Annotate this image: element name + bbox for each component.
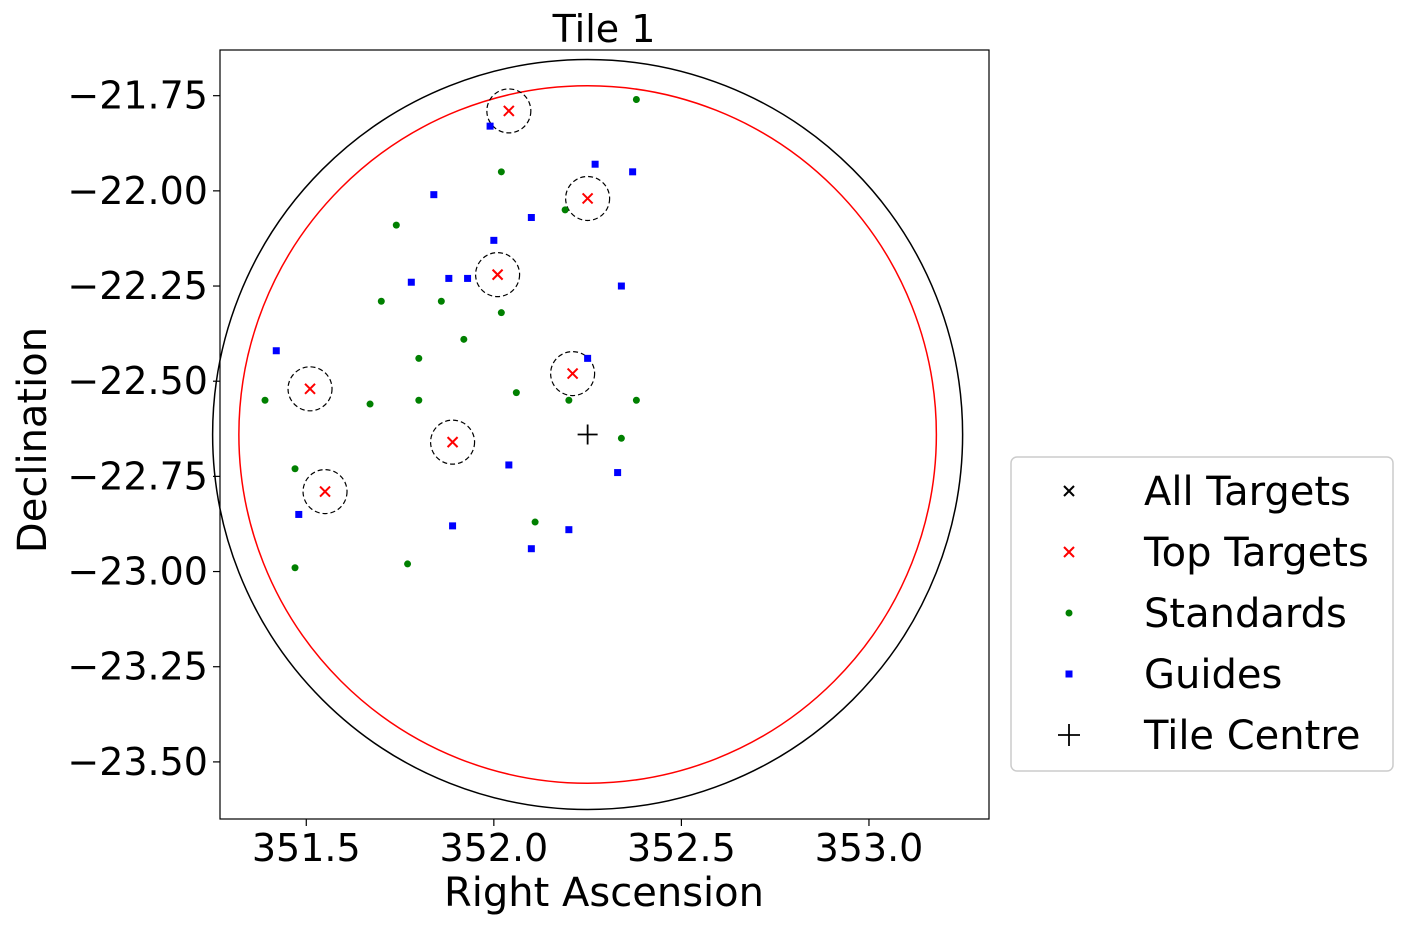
legend-marker-4 (1058, 724, 1080, 746)
y-tick-label-1: −22.00 (67, 169, 208, 213)
legend-marker-1 (1063, 546, 1075, 558)
point-guides-2 (629, 168, 637, 176)
legend-item-tile-centre: Tile Centre (1058, 713, 1361, 759)
legend-marker-0 (1063, 485, 1075, 497)
legend-label-2: Standards (1144, 591, 1347, 637)
point-top-targets-1 (581, 192, 594, 205)
x-tick-label-3: 353.0 (815, 826, 924, 870)
plot-area (211, 58, 964, 811)
point-standards-18 (291, 564, 299, 572)
y-tick-label-0: −21.75 (67, 74, 208, 118)
point-guides-13 (614, 469, 622, 477)
point-standards-0 (632, 95, 640, 103)
point-standards-15 (617, 434, 625, 442)
legend-label-3: Guides (1144, 652, 1282, 698)
point-top-targets-4 (566, 367, 579, 380)
point-tile-centre-0 (577, 424, 598, 445)
plot-frame (219, 49, 990, 820)
point-standards-13 (565, 396, 573, 404)
y-tick-label-6: −23.25 (67, 645, 208, 689)
y-tick-label-4: −22.75 (67, 454, 208, 498)
point-top-targets-0 (503, 105, 515, 117)
target-ring-3 (287, 366, 333, 412)
point-guides-8 (464, 274, 472, 282)
point-standards-5 (437, 297, 445, 305)
point-standards-8 (415, 354, 423, 362)
point-standards-2 (561, 206, 569, 214)
x-tick-label-1: 352.0 (439, 826, 548, 870)
x-axis-ticks: 351.5 352.0 352.5 353.0 (252, 819, 923, 870)
point-top-targets-6 (319, 485, 331, 498)
point-standards-11 (366, 400, 374, 408)
point-standards-9 (512, 389, 520, 397)
legend-box (1010, 456, 1394, 772)
y-axis-ticks: −21.75 −22.00 −22.25 −22.50 −22.75 −23.00 −23.… (67, 74, 220, 784)
target-ring-0 (486, 88, 532, 134)
point-standards-12 (415, 396, 423, 404)
legend-label-0: All Targets (1144, 469, 1351, 515)
legend-item-top-targets: Top Targets (1063, 530, 1369, 576)
point-standards-7 (460, 335, 468, 343)
fov-circle-0 (211, 58, 964, 811)
fov-circle-1 (238, 85, 938, 784)
point-guides-6 (407, 278, 415, 286)
target-ring-4 (550, 350, 596, 397)
point-standards-17 (531, 518, 539, 526)
y-tick-label-5: −23.00 (67, 550, 208, 594)
target-ring-2 (474, 252, 521, 298)
target-ring-1 (565, 175, 611, 222)
point-standards-14 (632, 396, 640, 404)
point-guides-9 (617, 282, 625, 290)
point-standards-1 (497, 168, 505, 176)
point-standards-6 (497, 309, 505, 317)
legend-label-1: Top Targets (1143, 530, 1369, 576)
legend-item-guides: Guides (1065, 652, 1282, 698)
legend-item-all-targets: All Targets (1063, 469, 1351, 515)
y-tick-label-2: −22.25 (67, 264, 208, 308)
point-standards-4 (377, 297, 385, 305)
point-guides-17 (527, 545, 535, 553)
point-guides-14 (295, 510, 303, 518)
point-guides-15 (449, 522, 457, 530)
point-guides-5 (490, 236, 498, 244)
y-tick-label-3: −22.50 (67, 359, 208, 403)
point-standards-10 (261, 396, 269, 404)
x-tick-label-2: 352.5 (627, 826, 736, 870)
y-tick-label-7: −23.50 (67, 740, 208, 784)
point-guides-0 (486, 122, 494, 130)
target-ring-6 (302, 469, 348, 515)
point-top-targets-3 (304, 383, 316, 395)
x-tick-label-0: 351.5 (252, 826, 361, 870)
point-guides-10 (272, 347, 280, 355)
y-axis-label: Declination (10, 327, 56, 553)
point-standards-3 (392, 221, 400, 229)
point-guides-12 (505, 461, 513, 469)
point-top-targets-2 (491, 268, 504, 281)
legend-marker-2 (1065, 609, 1073, 617)
legend: All Targets Top Targets Standards Guides Til… (1010, 456, 1394, 772)
chart-title: Tile 1 (552, 7, 656, 51)
target-ring-5 (429, 419, 476, 465)
point-standards-19 (404, 560, 412, 568)
point-guides-11 (584, 354, 592, 362)
point-guides-7 (445, 274, 453, 282)
point-guides-1 (591, 160, 599, 168)
legend-marker-3 (1065, 670, 1073, 678)
legend-item-standards: Standards (1065, 591, 1347, 637)
data-marks (261, 88, 640, 572)
point-top-targets-5 (446, 436, 459, 448)
legend-label-4: Tile Centre (1143, 713, 1361, 759)
point-standards-16 (291, 465, 299, 473)
point-guides-3 (430, 191, 438, 199)
point-guides-4 (527, 214, 535, 222)
point-guides-16 (565, 526, 573, 534)
x-axis-label: Right Ascension (444, 870, 764, 916)
